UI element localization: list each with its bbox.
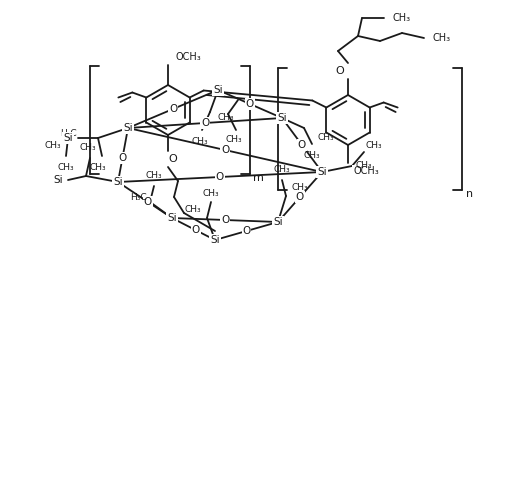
- Text: CH₃: CH₃: [80, 144, 96, 153]
- Text: O: O: [169, 154, 177, 164]
- Text: Si: Si: [113, 177, 123, 187]
- Text: OCH₃: OCH₃: [353, 166, 379, 176]
- Text: CH₃: CH₃: [318, 133, 334, 143]
- Text: O: O: [169, 104, 177, 114]
- Text: Si: Si: [213, 85, 223, 95]
- Text: O: O: [201, 118, 209, 128]
- Text: O: O: [243, 226, 250, 236]
- Text: O: O: [298, 140, 306, 150]
- Text: Si: Si: [277, 113, 287, 123]
- Text: O: O: [246, 99, 254, 109]
- Text: CH₃: CH₃: [146, 171, 162, 180]
- Text: CH₃: CH₃: [90, 164, 106, 172]
- Text: Si: Si: [317, 167, 327, 177]
- Text: O: O: [221, 215, 229, 225]
- Text: CH₃: CH₃: [185, 205, 201, 215]
- Text: O: O: [118, 153, 127, 163]
- Text: H₃C: H₃C: [130, 193, 146, 203]
- Text: m: m: [253, 173, 264, 183]
- Text: CH₃: CH₃: [203, 190, 219, 199]
- Text: Si: Si: [210, 235, 220, 245]
- Text: O: O: [296, 192, 304, 202]
- Text: O: O: [216, 172, 224, 182]
- Text: Si: Si: [273, 217, 283, 227]
- Text: CH₃: CH₃: [393, 13, 411, 23]
- Text: n: n: [466, 189, 474, 199]
- Text: Si: Si: [167, 213, 177, 223]
- Text: O: O: [192, 225, 200, 235]
- Text: CH₃: CH₃: [356, 161, 372, 170]
- Text: CH₃: CH₃: [274, 166, 290, 175]
- Text: CH₃: CH₃: [292, 183, 308, 192]
- Text: CH₃: CH₃: [226, 135, 243, 144]
- Text: CH₃: CH₃: [303, 152, 320, 160]
- Text: H₃C: H₃C: [60, 130, 76, 139]
- Text: CH₃: CH₃: [45, 142, 61, 151]
- Text: CH₃: CH₃: [218, 113, 234, 122]
- Text: CH₃: CH₃: [433, 33, 451, 43]
- Text: CH₃: CH₃: [58, 164, 75, 172]
- Text: O: O: [221, 145, 229, 155]
- Text: O: O: [335, 66, 344, 76]
- Text: Si: Si: [123, 123, 133, 133]
- Text: OCH₃: OCH₃: [175, 52, 201, 62]
- Text: Si: Si: [63, 133, 73, 143]
- Text: CH₃: CH₃: [366, 142, 382, 151]
- Text: CH₃: CH₃: [192, 137, 208, 146]
- Text: Si: Si: [53, 175, 63, 185]
- Text: O: O: [143, 197, 152, 207]
